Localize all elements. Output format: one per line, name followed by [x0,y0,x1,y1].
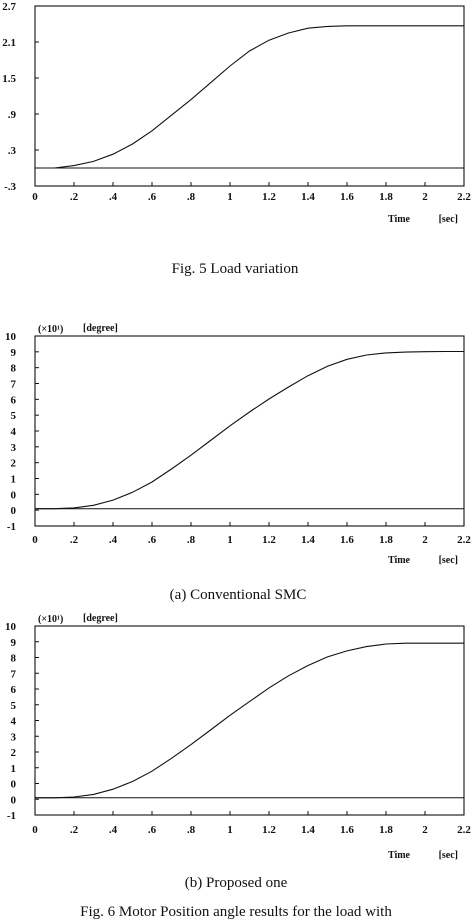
y-tick-label: 8 [11,653,17,665]
y-tick-label: 5 [11,700,17,712]
x-tick-label: .4 [109,824,118,836]
y-axis-multiplier: (×10¹) [38,324,63,335]
caption-a: (a) Conventional SMC [170,587,307,603]
y-tick-label: 7 [11,668,17,680]
x-tick-label: 1.4 [301,824,315,836]
x-tick-label: 2 [422,191,428,203]
y-tick-label: 0 [11,779,17,791]
plot-frame [34,5,465,187]
x-tick-label: 2.2 [457,534,471,546]
y-axis-label: [degree] [83,613,118,624]
x-tick-label: 1.2 [262,534,276,546]
x-tick-label: 0 [32,824,38,836]
y-tick-label: 2.1 [2,37,16,49]
x-tick-label: .6 [148,824,157,836]
y-tick-label: 1.5 [2,73,16,85]
y-tick-label: 1 [11,474,17,486]
y-tick-label: 6 [11,394,17,406]
plot-frame [34,625,465,816]
x-axis-label: Time [388,555,411,566]
y-tick-label: 5 [11,410,17,422]
y-tick-label: 4 [11,716,17,728]
y-tick-label: -1 [7,810,16,822]
plot-frame [34,335,465,527]
x-tick-label: .8 [187,824,196,836]
y-tick-label: 3 [11,442,17,454]
x-tick-label: 1.2 [262,824,276,836]
x-axis-unit: [sec] [439,850,458,861]
x-tick-label: 1.4 [301,534,315,546]
x-axis-label: Time [388,214,411,225]
y-axis-multiplier: (×10¹) [38,614,63,625]
x-tick-label: .4 [109,191,118,203]
chart-load-variation: 0 .2 .4 .6 .8 1 1.2 1.4 1.6 1.8 2 2.2 2.7 2.1 1.5 .9 .3 -… [2,1,471,225]
x-tick-label: 0 [32,534,38,546]
y-tick-label: -1 [7,521,16,533]
y-tick-label: 10 [5,331,17,343]
chart-conventional-smc: 0.2.4.6.8 1 1.2 1.4 1.6 1.8 2 2.21098765432100-… [5,323,471,566]
y-tick-label: 9 [11,347,17,359]
x-tick-label: .6 [148,534,157,546]
y-tick-label: 9 [11,637,17,649]
x-tick-label: 1.8 [379,824,393,836]
y-tick-label: 7 [11,379,17,391]
chart-proposed-one: 0.2.4.6.8 1 1.2 1.4 1.6 1.8 2 2.21098765432100-… [5,613,471,861]
x-tick-label: 1.8 [379,534,393,546]
y-tick-label: 8 [11,363,17,375]
x-axis-unit: [sec] [439,214,458,225]
x-tick-label: 1.2 [262,191,276,203]
x-tick-label: .8 [187,534,196,546]
x-tick-label: 1.6 [340,824,354,836]
caption-b: (b) Proposed one [185,875,288,891]
x-tick-label: .4 [109,534,118,546]
x-tick-label: 1 [227,824,233,836]
caption-fig6: Fig. 6 Motor Position angle results for … [80,904,392,920]
y-tick-label: 10 [5,621,17,633]
y-tick-label: 0 [11,505,17,517]
y-tick-label: .9 [8,109,17,121]
x-tick-label: 1.6 [340,191,354,203]
response-curve [35,25,464,169]
x-tick-label: 2 [422,824,428,836]
y-tick-label: 2 [11,458,17,470]
y-tick-label: .3 [8,145,17,157]
x-tick-label: .8 [187,191,196,203]
caption-fig5: Fig. 5 Load variation [172,261,299,277]
x-axis-unit: [sec] [439,555,458,566]
x-tick-label: 0 [32,191,38,203]
x-tick-label: 2 [422,534,428,546]
x-tick-label: 1.4 [301,191,315,203]
x-tick-label: 2.2 [457,191,471,203]
x-tick-label: 1 [227,534,233,546]
y-axis-label: [degree] [83,323,118,334]
y-tick-label: 0 [11,794,17,806]
y-tick-label: 4 [11,426,17,438]
y-tick-label: 2.7 [2,1,16,13]
y-tick-label: 2 [11,747,17,759]
x-tick-label: .2 [70,191,79,203]
x-tick-label: .2 [70,534,79,546]
x-tick-label: 2.2 [457,824,471,836]
y-tick-label: 1 [11,763,17,775]
y-tick-label: 0 [11,489,17,501]
x-axis-label: Time [388,850,411,861]
y-tick-label: 3 [11,731,17,743]
x-tick-label: 1.6 [340,534,354,546]
y-tick-label: -.3 [4,181,16,193]
x-tick-label: 1 [227,191,233,203]
response-curve [35,642,464,799]
x-tick-label: 1.8 [379,191,393,203]
y-tick-label: 6 [11,684,17,696]
x-tick-label: .2 [70,824,79,836]
x-tick-label: .6 [148,191,157,203]
response-curve [35,350,464,510]
